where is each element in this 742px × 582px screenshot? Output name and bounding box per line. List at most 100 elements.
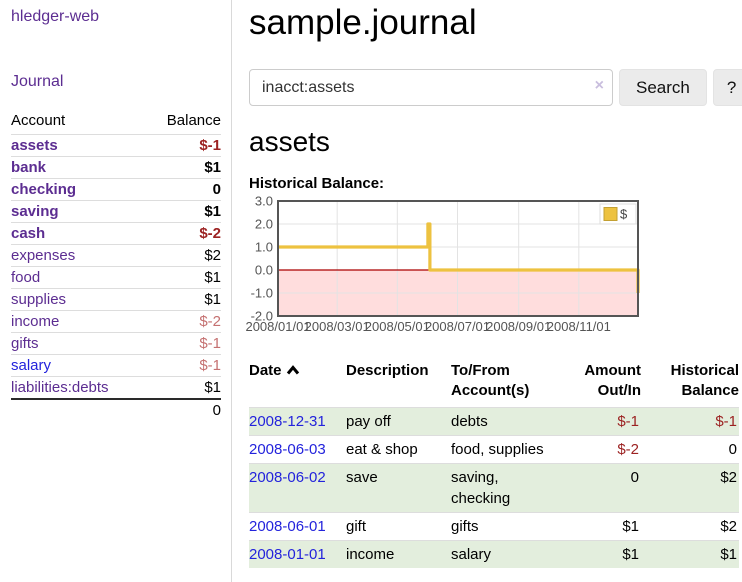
account-link[interactable]: expenses bbox=[11, 247, 75, 264]
account-balance: $1 bbox=[146, 289, 221, 311]
account-row: saving $1 bbox=[11, 201, 221, 223]
register-accounts: saving, checking bbox=[451, 464, 561, 513]
account-balance: $-2 bbox=[146, 223, 221, 245]
account-link[interactable]: cash bbox=[11, 225, 45, 242]
chart-svg: $3.02.01.00.0-1.0-2.02008/01/012008/03/0… bbox=[249, 199, 742, 341]
svg-text:-1.0: -1.0 bbox=[251, 286, 273, 301]
legend-swatch bbox=[604, 208, 617, 221]
account-link[interactable]: assets bbox=[11, 137, 58, 154]
account-balance: $-1 bbox=[146, 355, 221, 377]
register-header-description: Description bbox=[346, 361, 451, 408]
register-row[interactable]: 2008-06-03eat & shopfood, supplies$-20 bbox=[249, 436, 739, 464]
svg-text:1.0: 1.0 bbox=[255, 240, 273, 255]
account-balance: $1 bbox=[146, 267, 221, 289]
hledger-web-app: hledger-web Journal Account Balance asse… bbox=[0, 0, 742, 582]
register-date-link[interactable]: 2008-12-31 bbox=[249, 413, 326, 430]
register-balance: $1 bbox=[641, 541, 739, 569]
register-date-link[interactable]: 2008-06-03 bbox=[249, 441, 326, 458]
brand-link[interactable]: hledger-web bbox=[11, 8, 221, 26]
svg-text:2008/07/01: 2008/07/01 bbox=[425, 319, 490, 334]
sidebar-item-journal[interactable]: Journal bbox=[11, 73, 63, 90]
account-row: checking 0 bbox=[11, 179, 221, 201]
account-link[interactable]: bank bbox=[11, 159, 46, 176]
account-row: bank $1 bbox=[11, 157, 221, 179]
svg-text:3.0: 3.0 bbox=[255, 194, 273, 209]
accounts-header-balance: Balance bbox=[146, 112, 221, 135]
account-link[interactable]: checking bbox=[11, 181, 76, 198]
register-accounts: debts bbox=[451, 408, 561, 436]
account-row: salary $-1 bbox=[11, 355, 221, 377]
account-row: expenses $2 bbox=[11, 245, 221, 267]
account-balance: 0 bbox=[146, 179, 221, 201]
sidebar: hledger-web Journal Account Balance asse… bbox=[0, 0, 232, 582]
historical-balance-chart[interactable]: $3.02.01.00.0-1.0-2.02008/01/012008/03/0… bbox=[249, 199, 742, 341]
account-balance: $-2 bbox=[146, 311, 221, 333]
register-amount: 0 bbox=[561, 464, 641, 513]
svg-text:2008/05/01: 2008/05/01 bbox=[365, 319, 430, 334]
accounts-total-spacer bbox=[11, 399, 146, 421]
sort-ascending-icon bbox=[286, 361, 300, 381]
svg-text:2008/03/01: 2008/03/01 bbox=[305, 319, 370, 334]
register-balance: $2 bbox=[641, 464, 739, 513]
register-description: save bbox=[346, 464, 451, 513]
main-content: sample.journal × Search ? assets Histori… bbox=[232, 0, 742, 582]
account-row: supplies $1 bbox=[11, 289, 221, 311]
clear-search-icon[interactable]: × bbox=[595, 78, 604, 94]
search-input[interactable] bbox=[249, 69, 613, 106]
accounts-header-account: Account bbox=[11, 112, 146, 135]
register-row[interactable]: 2008-06-01giftgifts$1$2 bbox=[249, 513, 739, 541]
register-row[interactable]: 2008-12-31pay offdebts$-1$-1 bbox=[249, 408, 739, 436]
register-accounts: gifts bbox=[451, 513, 561, 541]
search-button[interactable]: Search bbox=[619, 69, 707, 106]
account-row: food $1 bbox=[11, 267, 221, 289]
account-link[interactable]: liabilities:debts bbox=[11, 379, 109, 396]
register-date-link[interactable]: 2008-06-01 bbox=[249, 518, 326, 535]
account-row: cash $-2 bbox=[11, 223, 221, 245]
register-accounts: food, supplies bbox=[451, 436, 561, 464]
register-description: eat & shop bbox=[346, 436, 451, 464]
legend-label: $ bbox=[620, 207, 628, 222]
account-balance: $1 bbox=[146, 157, 221, 179]
register-row[interactable]: 2008-06-02 savesaving, checking0$2 bbox=[249, 464, 739, 513]
chart-title: Historical Balance: bbox=[249, 175, 742, 192]
account-balance: $1 bbox=[146, 201, 221, 223]
register-description: gift bbox=[346, 513, 451, 541]
register-table: Date Description To/From Account(s) Amou… bbox=[249, 361, 739, 568]
page-title: sample.journal bbox=[249, 3, 742, 43]
register-row[interactable]: 2008-01-01incomesalary$1$1 bbox=[249, 541, 739, 569]
register-balance: $2 bbox=[641, 513, 739, 541]
accounts-total-row: 0 bbox=[11, 399, 221, 421]
account-row: liabilities:debts $1 bbox=[11, 377, 221, 400]
register-description: income bbox=[346, 541, 451, 569]
svg-text:0.0: 0.0 bbox=[255, 263, 273, 278]
account-link[interactable]: food bbox=[11, 269, 40, 286]
account-row: income $-2 bbox=[11, 311, 221, 333]
account-link[interactable]: salary bbox=[11, 357, 51, 374]
account-row: gifts $-1 bbox=[11, 333, 221, 355]
account-link[interactable]: saving bbox=[11, 203, 59, 220]
register-accounts: salary bbox=[451, 541, 561, 569]
register-date-link[interactable]: 2008-01-01 bbox=[249, 546, 326, 563]
register-amount: $1 bbox=[561, 541, 641, 569]
register-balance: 0 bbox=[641, 436, 739, 464]
account-balance: $-1 bbox=[146, 333, 221, 355]
register-header-tofrom: To/From Account(s) bbox=[451, 361, 561, 408]
account-link[interactable]: income bbox=[11, 313, 59, 330]
account-link[interactable]: supplies bbox=[11, 291, 66, 308]
search-box: × bbox=[249, 69, 613, 106]
svg-text:2008/09/01: 2008/09/01 bbox=[486, 319, 551, 334]
register-date-link[interactable]: 2008-06-02 bbox=[249, 469, 326, 486]
account-heading: assets bbox=[249, 126, 742, 158]
accounts-total-balance: 0 bbox=[146, 399, 221, 421]
svg-text:2008/11/01: 2008/11/01 bbox=[547, 319, 611, 334]
account-balance: $2 bbox=[146, 245, 221, 267]
account-row: assets$-1 bbox=[11, 135, 221, 157]
account-link[interactable]: gifts bbox=[11, 335, 39, 352]
register-header-date[interactable]: Date bbox=[249, 361, 346, 408]
register-header-amount: Amount Out/In bbox=[561, 361, 641, 408]
help-button[interactable]: ? bbox=[713, 69, 742, 106]
search-form: × Search ? bbox=[249, 69, 742, 106]
register-header-balance: Historical Balance bbox=[641, 361, 739, 408]
svg-text:2.0: 2.0 bbox=[255, 217, 273, 232]
account-balance: $1 bbox=[146, 377, 221, 400]
